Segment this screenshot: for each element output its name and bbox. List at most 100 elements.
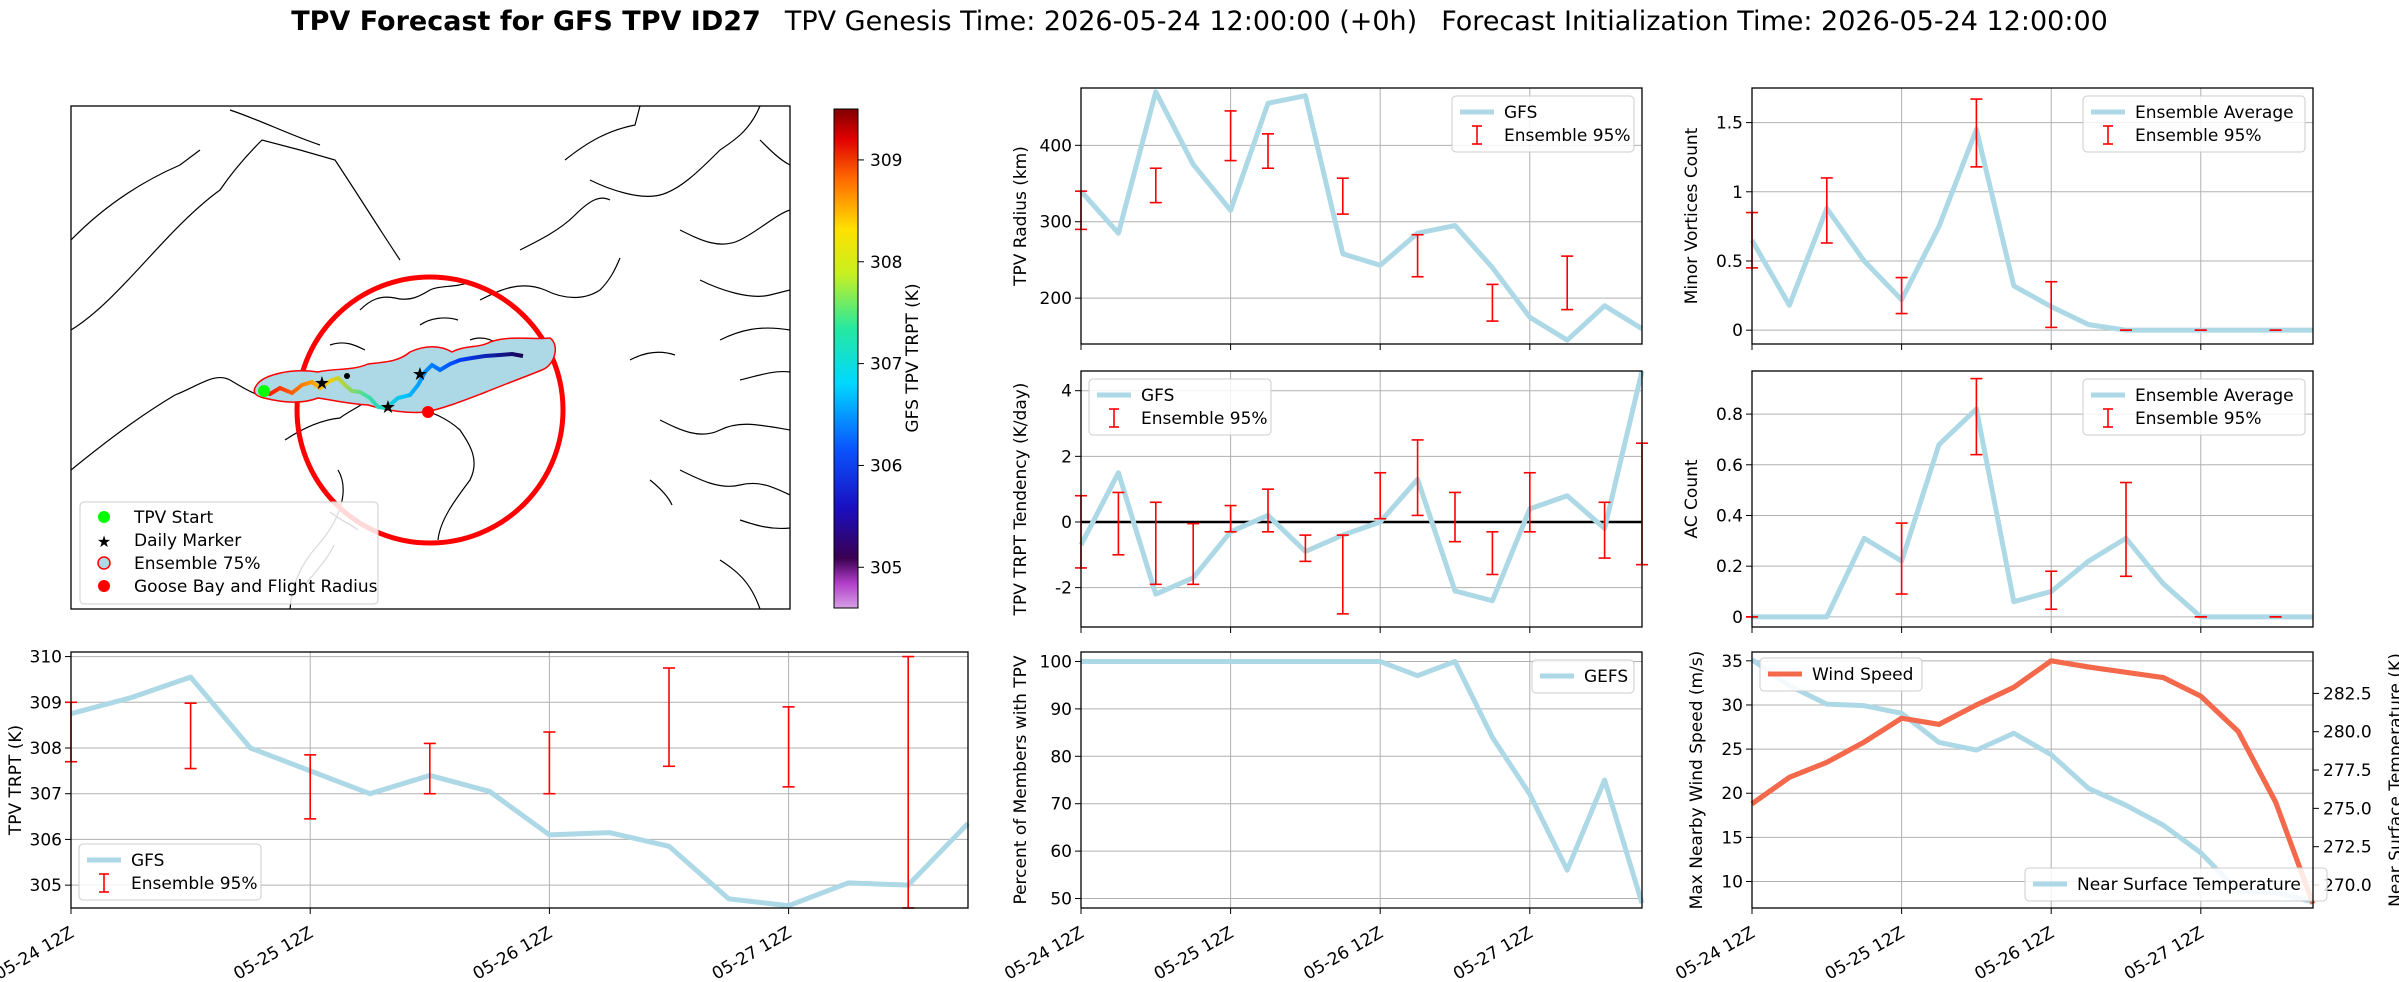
y-axis-label: Minor Vortices Count — [1682, 127, 1702, 304]
legend-members-label: GEFS — [1584, 667, 1628, 687]
x-tick-label: 05-25 12Z — [1822, 923, 1908, 982]
legend-radius-label: Ensemble 95% — [1504, 126, 1631, 146]
axes-frame — [1751, 370, 2314, 628]
daily-marker-3: ★ — [412, 364, 428, 385]
legend-goose-bay-icon — [98, 580, 110, 592]
figure-title-main: TPV Forecast for GFS TPV ID27 — [291, 6, 761, 37]
colorbar-tick-label: 309 — [870, 151, 902, 171]
x-tick-label: 05-27 12Z — [709, 923, 795, 982]
y-tick-label: 305 — [30, 876, 62, 896]
legend-trpt-label: Ensemble 95% — [131, 874, 258, 894]
y2-axis-label: Near Surface Temperature (K) — [2386, 653, 2399, 907]
legend-ensemble-icon — [97, 556, 111, 570]
x-tick-label: 05-26 12Z — [1971, 923, 2057, 982]
goose-bay-marker — [422, 406, 434, 418]
colorbar-tick-label: 306 — [870, 456, 902, 476]
y-tick-label: 35 — [1721, 652, 1743, 672]
flight-radius-circle — [294, 274, 566, 546]
y-tick-label: 309 — [30, 693, 62, 713]
y-tick-label: -2 — [1055, 579, 1072, 599]
track-point-dark — [344, 373, 350, 379]
legend-tpv-start-icon — [98, 511, 110, 523]
wind-temp-panel: 10 15 20 25 30 35 05-24 12Z 05-25 12Z 05-26 12Z 0… — [1672, 651, 2399, 982]
legend-tendency-label: GFS — [1141, 386, 1174, 406]
tpv-start-marker — [258, 385, 270, 397]
map-coastlines — [71, 106, 790, 609]
colorbar-tick-label: 308 — [870, 253, 902, 273]
series-line-temperature — [1750, 657, 2314, 905]
colorbar-label: GFS TPV TRPT (K) — [903, 283, 923, 432]
y-tick-label: 1.5 — [1716, 114, 1743, 134]
y-tick-label: 1 — [1732, 183, 1743, 203]
legend-wind-box — [1759, 657, 1923, 692]
y2-tick-label: 282.5 — [2323, 684, 2372, 704]
y-tick-label: 400 — [1040, 136, 1072, 156]
daily-marker-1: ★ — [314, 373, 330, 394]
y-tick-label: 308 — [30, 739, 62, 759]
y-tick-label: 200 — [1040, 289, 1072, 309]
series-line-minor — [1749, 127, 2313, 333]
colorbar-tick-label: 307 — [870, 355, 902, 375]
y-tick-label: 50 — [1050, 890, 1072, 910]
x-tick-label: 05-26 12Z — [470, 923, 556, 982]
legend-tendency-label: Ensemble 95% — [1141, 409, 1268, 429]
legend-temp-box — [2024, 867, 2328, 902]
legend-radius-label: GFS — [1504, 103, 1537, 123]
y-tick-label: 30 — [1721, 696, 1743, 716]
y-tick-label: 0.4 — [1716, 506, 1743, 526]
y-tick-label: 307 — [30, 785, 62, 805]
y2-tick-label: 277.5 — [2323, 761, 2372, 781]
x-tick-label: 05-24 12Z — [1001, 923, 1087, 982]
y-axis-label: Max Nearby Wind Speed (m/s) — [1687, 651, 1707, 910]
y-tick-label: 0 — [1061, 513, 1072, 533]
series-line-members — [1081, 658, 1645, 904]
y-tick-label: 0.5 — [1716, 252, 1743, 272]
y-tick-label: 306 — [30, 830, 62, 850]
y2-tick-label: 275.0 — [2323, 799, 2372, 819]
axes-frame — [1080, 370, 1643, 628]
x-tick-label: 05-27 12Z — [1450, 923, 1536, 982]
y-tick-label: 20 — [1721, 784, 1743, 804]
y-tick-label: 4 — [1061, 382, 1072, 402]
y-tick-label: 0.2 — [1716, 557, 1743, 577]
map-panel: ★ ★ ★ TPV Start ★ Daily Marker Ensemble … — [70, 105, 923, 610]
x-tick-label: 05-26 12Z — [1300, 923, 1386, 982]
y-tick-label: 0 — [1732, 608, 1743, 628]
colorbar-ticks: 305 306 307 308 309 — [858, 151, 902, 578]
y-axis-label: TPV TRPT (K) — [6, 725, 26, 836]
y-tick-label: 300 — [1040, 213, 1072, 233]
axes-frame — [1751, 87, 2314, 345]
legend-tpv-start: TPV Start — [133, 508, 214, 528]
legend-temp-label: Near Surface Temperature — [2077, 875, 2301, 895]
figure-title: TPV Forecast for GFS TPV ID27 TPV Genesis… — [0, 6, 2399, 37]
series-line-wind — [1750, 658, 2316, 905]
legend-radius-box — [1451, 95, 1635, 153]
series-line-ac — [1752, 406, 2313, 620]
axes-frame — [70, 651, 969, 909]
map-legend: TPV Start ★ Daily Marker Ensemble 75% Go… — [79, 501, 379, 605]
y-tick-label: 0.6 — [1716, 456, 1743, 476]
y-tick-label: 70 — [1050, 795, 1072, 815]
x-tick-label: 05-25 12Z — [1151, 923, 1237, 982]
legend-goose-bay: Goose Bay and Flight Radius — [134, 577, 378, 597]
legend-minor-label: Ensemble 95% — [2135, 126, 2262, 146]
y-tick-label: 100 — [1040, 652, 1072, 672]
tpv-track — [261, 351, 524, 411]
y-tick-label: 25 — [1721, 740, 1743, 760]
y-tick-label: 0 — [1732, 321, 1743, 341]
legend-ac-label: Ensemble Average — [2135, 386, 2294, 406]
y-axis-label: TPV TRPT Tendency (K/day) — [1011, 383, 1031, 617]
tendency-panel: -2 0 2 4 TPV TRPT Tendency (K/day) GFS Ensembl… — [1011, 370, 1648, 633]
x-tick-label: 05-24 12Z — [1672, 923, 1758, 982]
y-tick-label: 0.8 — [1716, 405, 1743, 425]
x-tick-label: 05-25 12Z — [230, 923, 316, 982]
figure-title-init: Forecast Initialization Time: 2026-05-24… — [1441, 6, 2108, 37]
y-tick-label: 2 — [1061, 447, 1072, 467]
minor-vortices-panel: 0 0.5 1 1.5 Minor Vortices Count Ensemble Ave… — [1682, 87, 2314, 350]
axes-frame — [1080, 651, 1643, 909]
trpt-panel: 305 306 307 308 309 310 05-24 12Z 05-25 12Z 05-2… — [0, 648, 970, 982]
y-tick-label: 15 — [1721, 828, 1743, 848]
legend-minor-label: Ensemble Average — [2135, 103, 2294, 123]
ac-count-panel: 0 0.2 0.4 0.6 0.8 AC Count Ensemble Average Ens… — [1682, 370, 2314, 633]
